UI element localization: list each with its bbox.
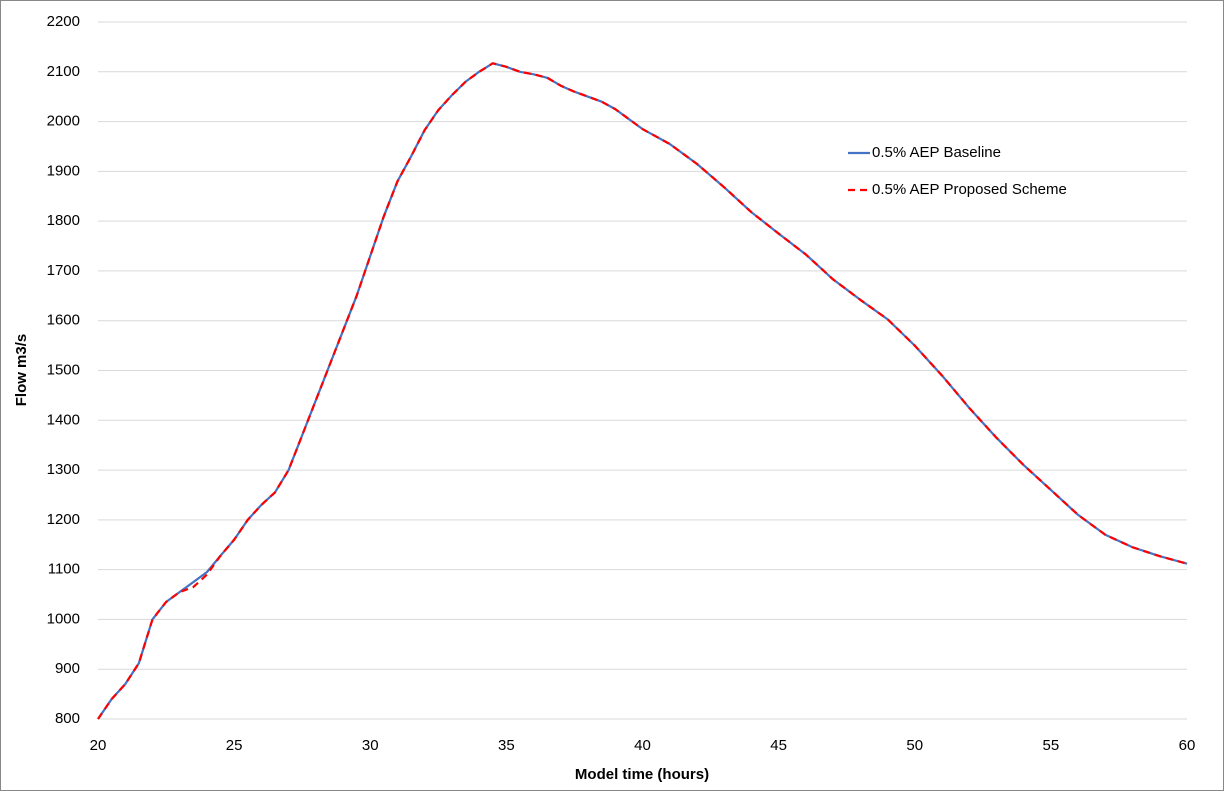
x-tick-label: 50 bbox=[906, 737, 923, 754]
y-tick-label: 1100 bbox=[48, 561, 80, 578]
x-tick-label: 25 bbox=[226, 737, 243, 754]
y-tick-label: 2200 bbox=[47, 13, 80, 30]
x-tick-label: 35 bbox=[498, 737, 515, 754]
x-tick-label: 45 bbox=[770, 737, 787, 754]
y-tick-label: 1800 bbox=[47, 212, 80, 229]
y-tick-label: 800 bbox=[55, 710, 80, 727]
x-tick-label: 55 bbox=[1043, 737, 1060, 754]
y-tick-label: 900 bbox=[55, 660, 80, 677]
y-tick-label: 1900 bbox=[47, 162, 80, 179]
y-tick-label: 1700 bbox=[47, 262, 80, 279]
series-line bbox=[97, 62, 1188, 720]
y-tick-label: 1400 bbox=[47, 411, 80, 428]
y-axis-title: Flow m3/s bbox=[13, 334, 30, 407]
y-tick-label: 1200 bbox=[47, 511, 80, 528]
x-tick-label: 60 bbox=[1179, 737, 1196, 754]
x-tick-label: 30 bbox=[362, 737, 379, 754]
x-axis-title: Model time (hours) bbox=[575, 766, 709, 783]
legend-label: 0.5% AEP Proposed Scheme bbox=[872, 181, 1067, 198]
y-tick-label: 1300 bbox=[47, 461, 80, 478]
x-tick-label: 40 bbox=[634, 737, 651, 754]
y-tick-label: 1600 bbox=[47, 312, 80, 329]
y-tick-label: 1000 bbox=[47, 610, 80, 627]
legend-label: 0.5% AEP Baseline bbox=[872, 144, 1001, 161]
x-tick-label: 20 bbox=[90, 737, 107, 754]
y-tick-label: 2000 bbox=[47, 113, 80, 130]
y-tick-label: 1500 bbox=[47, 361, 80, 378]
y-tick-label: 2100 bbox=[47, 63, 80, 80]
